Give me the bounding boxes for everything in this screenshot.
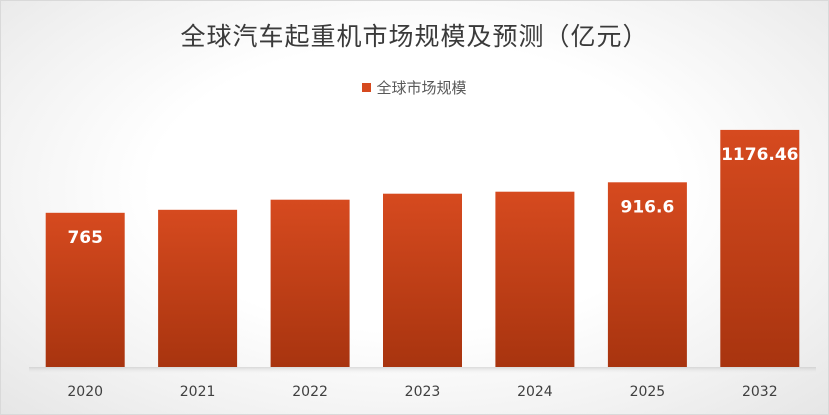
x-tick-label: 2023 bbox=[405, 384, 441, 400]
bar-2024 bbox=[495, 191, 575, 367]
x-tick-label: 2025 bbox=[630, 384, 666, 400]
data-label-2032: 1176.46 bbox=[721, 145, 798, 165]
bar-2025 bbox=[607, 182, 687, 367]
bar-2021 bbox=[158, 209, 238, 367]
legend-swatch bbox=[362, 83, 372, 92]
chart-title: 全球汽车起重机市场规模及预测（亿元） bbox=[180, 22, 649, 51]
bar-2020 bbox=[45, 212, 125, 367]
x-tick-label: 2021 bbox=[180, 384, 216, 400]
x-tick-label: 2024 bbox=[517, 384, 553, 400]
data-label-2020: 765 bbox=[67, 228, 103, 248]
x-tick-label: 2022 bbox=[292, 384, 328, 400]
x-tick-label: 2032 bbox=[742, 384, 778, 400]
bar-2023 bbox=[383, 193, 462, 367]
bar-2032 bbox=[720, 129, 800, 367]
x-tick-label: 2020 bbox=[67, 384, 103, 400]
chart-legend: 全球市场规模 bbox=[1, 77, 828, 98]
legend-label: 全球市场规模 bbox=[376, 79, 467, 97]
data-label-2025: 916.6 bbox=[621, 197, 675, 217]
chart-floor bbox=[29, 367, 816, 375]
bar-2022 bbox=[270, 199, 350, 367]
